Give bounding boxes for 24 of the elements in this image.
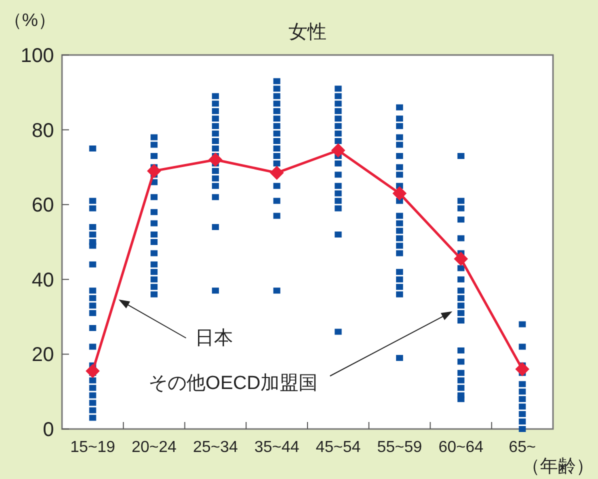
x-tick-label: 25~34 (192, 439, 238, 456)
chart-title: 女性 (288, 22, 326, 43)
x-tick-label: 35~44 (254, 439, 300, 456)
x-tick-label: 55~59 (377, 439, 422, 456)
x-tick-label: 45~54 (316, 439, 361, 456)
point (331, 143, 346, 158)
point (454, 252, 468, 266)
annotation: その他OECD加盟国 (148, 373, 318, 394)
y-axis-title: （%） (4, 10, 56, 30)
y-tick-label: 100 (20, 45, 54, 67)
point (515, 362, 530, 376)
y-tick-label: 40 (32, 269, 54, 292)
x-tick-label: 15~19 (70, 439, 116, 456)
x-tick-label: 20~24 (132, 439, 177, 456)
annotation: 日本 (195, 328, 233, 349)
y-tick-label: 60 (32, 194, 54, 217)
y-tick-label: 80 (32, 120, 54, 142)
point (392, 186, 407, 200)
x-axis-title: （年齢） (522, 456, 594, 476)
y-tick-label: 0 (42, 419, 54, 441)
x-tick-label: 60~64 (438, 439, 484, 456)
y-tick-label: 20 (32, 344, 54, 366)
x-tick-label: 65~ (508, 439, 536, 456)
point (270, 166, 284, 180)
